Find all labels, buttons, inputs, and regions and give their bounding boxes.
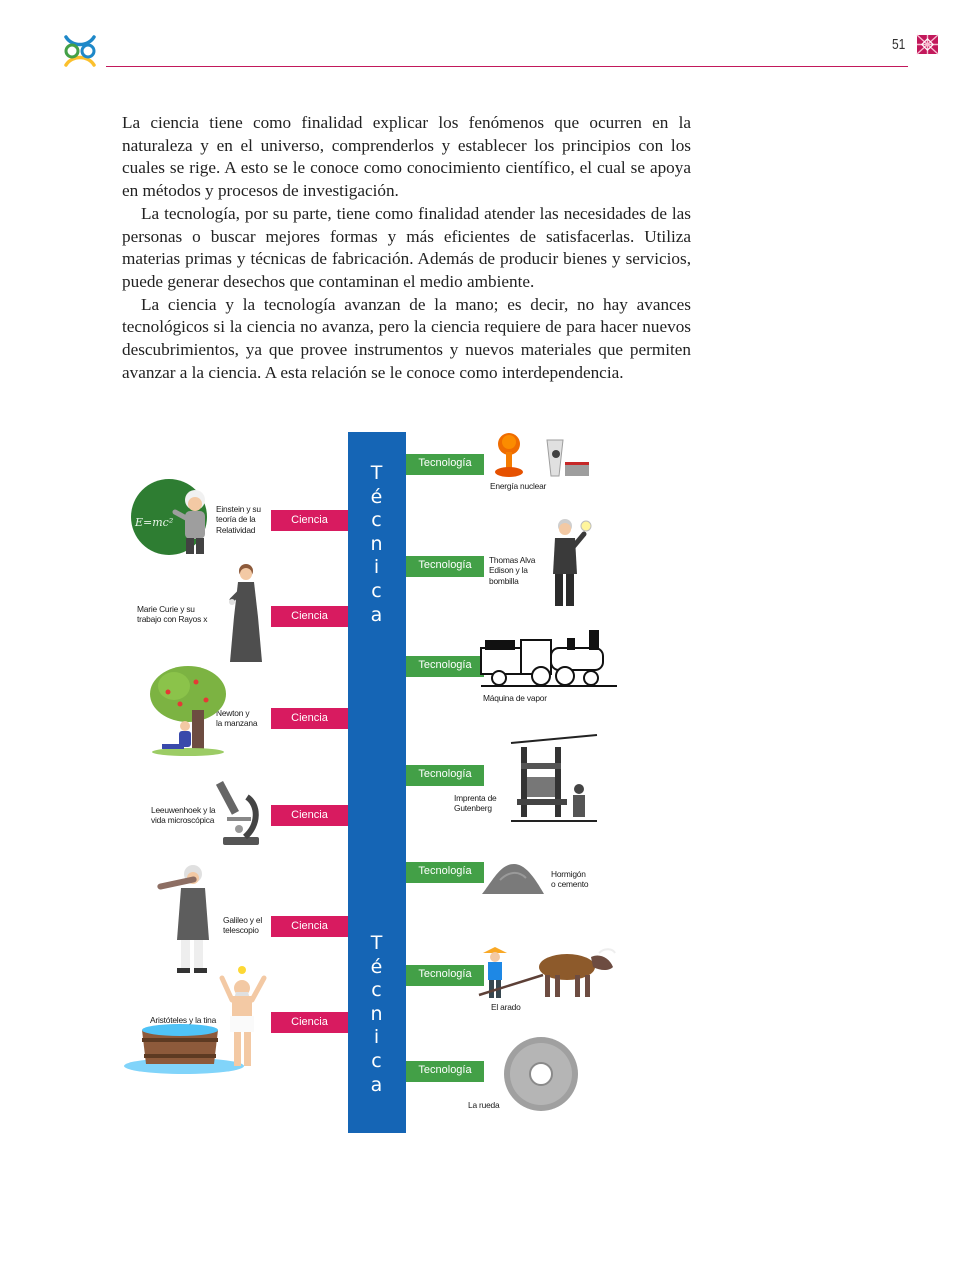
ciencia-label: Ciencia xyxy=(271,606,348,627)
caption-leeuwenhoek: Leeuwenhoek y la vida microscópica xyxy=(151,805,216,826)
paragraph-3: La ciencia y la tecnología avanzan de la… xyxy=(122,294,691,382)
letter: n xyxy=(370,532,384,555)
letter: é xyxy=(370,485,384,508)
caption-line: telescopio xyxy=(223,925,259,936)
tecnologia-label: Tecnología xyxy=(406,556,484,577)
newton-apple-tree-illustration xyxy=(150,666,226,756)
caption-line: Edison y la xyxy=(489,565,528,576)
page-number: 51 xyxy=(892,36,906,53)
stone-wheel-illustration xyxy=(504,1037,578,1111)
caption-line: teoría de la xyxy=(216,514,256,525)
letter: n xyxy=(370,1002,384,1025)
caption-line: Thomas Alva xyxy=(489,555,536,565)
ciencia-label: Ciencia xyxy=(271,1012,348,1033)
caption-line: trabajo con Rayos x xyxy=(137,614,208,625)
caption-line: o cemento xyxy=(551,879,589,890)
letter: c xyxy=(371,509,383,532)
caption-line: Einstein y su xyxy=(216,504,261,514)
caption-plough: El arado xyxy=(491,1002,521,1012)
letter: T xyxy=(370,462,384,484)
caption-steam: Máquina de vapor xyxy=(483,693,547,703)
einstein-chalkboard-illustration: E=mc² xyxy=(131,479,207,555)
caption-line: bombilla xyxy=(489,575,519,586)
letter: é xyxy=(370,955,384,978)
tecnologia-label: Tecnología xyxy=(406,862,484,883)
tecnologia-label: Tecnología xyxy=(406,1061,484,1082)
caption-line: El arado xyxy=(491,1002,521,1012)
caption-cement: Hormigón o cemento xyxy=(551,869,589,890)
caption-gutenberg: Imprenta de Gutenberg xyxy=(454,793,497,814)
aristotle-bathtub-illustration xyxy=(124,966,267,1074)
plough-oxen-illustration xyxy=(478,947,616,998)
tecnologia-label: Tecnología xyxy=(406,765,484,786)
ciencia-label: Ciencia xyxy=(271,708,348,729)
header-rule xyxy=(106,66,908,67)
caption-aristoteles: Aristóteles y la tina xyxy=(150,1015,216,1025)
pattern-ornament-icon xyxy=(916,34,939,55)
tecnica-word-bottom: T é c n i c a xyxy=(348,932,406,1097)
caption-line: Leeuwenhoek y la xyxy=(151,805,216,815)
formula-text: E=mc² xyxy=(134,516,173,529)
microscope-illustration xyxy=(215,780,259,845)
letter: i xyxy=(373,1026,381,1049)
caption-line: La rueda xyxy=(468,1100,500,1110)
body-text: La ciencia tiene como finalidad explicar… xyxy=(122,112,691,384)
marie-curie-illustration xyxy=(229,564,262,662)
gutenberg-press-illustration xyxy=(510,733,598,828)
letter: c xyxy=(371,979,383,1002)
caption-line: vida microscópica xyxy=(151,815,215,826)
paragraph-1: La ciencia tiene como finalidad explicar… xyxy=(122,113,691,201)
caption-line: Newton y xyxy=(216,708,250,718)
caption-line: Imprenta de xyxy=(454,793,497,803)
caption-line: Energía nuclear xyxy=(490,481,547,491)
caption-line: Hormigón xyxy=(551,869,586,879)
steam-locomotive-illustration xyxy=(480,630,617,687)
cement-pile-illustration xyxy=(482,864,544,894)
caption-line: la manzana xyxy=(216,718,258,729)
tecnologia-label: Tecnología xyxy=(406,656,484,677)
tecnica-word-top: T é c n i c a xyxy=(348,462,406,627)
letter: c xyxy=(371,579,383,602)
nuclear-energy-illustration xyxy=(495,433,589,477)
caption-line: Máquina de vapor xyxy=(483,693,547,703)
ciencia-label: Ciencia xyxy=(271,805,348,826)
ciencia-label: Ciencia xyxy=(271,916,348,937)
series-logo-icon xyxy=(64,35,96,67)
ciencia-label: Ciencia xyxy=(271,510,348,531)
caption-newton: Newton y la manzana xyxy=(216,708,258,729)
letter: i xyxy=(373,556,381,579)
caption-einstein: Einstein y su teoría de la Relatividad xyxy=(216,504,261,535)
galileo-telescope-illustration xyxy=(157,865,209,973)
caption-curie: Marie Curie y su trabajo con Rayos x xyxy=(137,604,207,625)
caption-wheel: La rueda xyxy=(468,1100,500,1110)
caption-line: Galileo y el xyxy=(223,915,263,925)
letter: a xyxy=(370,1073,384,1096)
caption-line: Gutenberg xyxy=(454,803,492,814)
tecnologia-label: Tecnología xyxy=(406,965,484,986)
caption-line: Aristóteles y la tina xyxy=(150,1015,217,1025)
edison-bulb-illustration xyxy=(553,519,592,606)
caption-line: Marie Curie y su xyxy=(137,604,195,614)
letter: c xyxy=(371,1049,383,1072)
caption-galileo: Galileo y el telescopio xyxy=(223,915,262,936)
caption-line: Relatividad xyxy=(216,524,256,535)
paragraph-2: La tecnología, por su parte, tiene como … xyxy=(122,203,691,291)
letter: a xyxy=(370,603,384,626)
letter: T xyxy=(370,932,384,954)
tecnica-column: T é c n i c a T é c n i c a xyxy=(348,432,406,1133)
caption-nuclear: Energía nuclear xyxy=(490,481,546,491)
tecnologia-label: Tecnología xyxy=(406,454,484,475)
caption-edison: Thomas Alva Edison y la bombilla xyxy=(489,555,535,586)
